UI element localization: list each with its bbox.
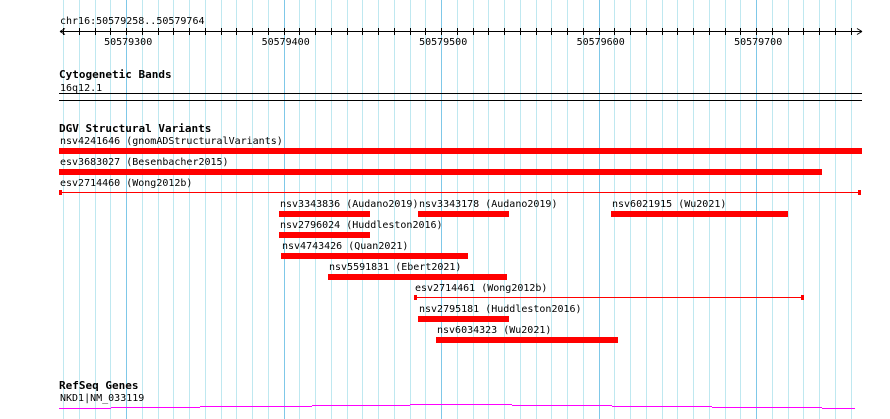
ruler-tick-label: 50579500 (419, 37, 467, 48)
gene-segment[interactable] (111, 407, 200, 408)
gene-segment[interactable] (612, 406, 712, 407)
dgv-feature[interactable]: nsv2795181 (Huddleston2016) (418, 304, 582, 322)
gene-segment[interactable] (410, 404, 512, 405)
ruler-tick-label: 50579300 (104, 37, 152, 48)
gene-segment[interactable] (512, 405, 612, 406)
dgv-feature-label: esv3683027 (Besenbacher2015) (60, 157, 229, 168)
dgv-feature-bar[interactable] (281, 253, 468, 259)
gene-segment[interactable] (712, 407, 822, 408)
dgv-feature-label: nsv5591831 (Ebert2021) (329, 262, 461, 273)
dgv-feature-label: nsv2795181 (Huddleston2016) (419, 304, 582, 315)
ruler-arrow-icon (59, 28, 863, 35)
dgv-feature-bar[interactable] (59, 148, 862, 154)
dgv-feature-start-mark (59, 190, 62, 195)
dgv-feature-bar[interactable] (436, 337, 618, 343)
ruler-tick-label: 50579400 (262, 37, 310, 48)
dgv-feature[interactable]: nsv4743426 (Quan2021) (281, 241, 468, 259)
dgv-feature-label: nsv4743426 (Quan2021) (282, 241, 408, 252)
cytoband-label[interactable]: 16q12.1 (60, 83, 102, 94)
dgv-feature-label: nsv2796024 (Huddleston2016) (280, 220, 443, 231)
ruler-tick-label: 50579600 (577, 37, 625, 48)
cytoband-line (59, 93, 862, 94)
dgv-feature[interactable]: nsv4241646 (gnomADStructuralVariants) (59, 136, 862, 154)
dgv-feature[interactable]: nsv3343178 (Audano2019) (418, 199, 557, 217)
dgv-feature-label: nsv3343836 (Audano2019) (280, 199, 418, 210)
dgv-feature-label: esv2714460 (Wong2012b) (60, 178, 192, 189)
refseq-gene-model[interactable] (59, 404, 855, 409)
cytoband-track-title: Cytogenetic Bands (59, 68, 172, 81)
dgv-feature-label: esv2714461 (Wong2012b) (415, 283, 547, 294)
refseq-track-title: RefSeq Genes (59, 379, 138, 392)
gene-segment[interactable] (822, 408, 855, 409)
dgv-feature[interactable]: esv2714460 (Wong2012b) (59, 178, 861, 195)
dgv-feature[interactable]: nsv3343836 (Audano2019) (279, 199, 418, 217)
ruler[interactable]: 50579300 50579400 50579500 50579600 50579700 (59, 28, 863, 48)
dgv-feature-label: nsv4241646 (gnomADStructuralVariants) (60, 136, 283, 147)
dgv-track-title: DGV Structural Variants (59, 122, 211, 135)
dgv-feature[interactable]: nsv6021915 (Wu2021) (611, 199, 788, 217)
dgv-feature-bar[interactable] (611, 211, 788, 217)
dgv-feature-label: nsv6034323 (Wu2021) (437, 325, 551, 336)
dgv-feature-bar[interactable] (279, 232, 370, 238)
dgv-feature-bar[interactable] (279, 211, 370, 217)
dgv-feature-bar[interactable] (418, 316, 509, 322)
dgv-feature[interactable]: nsv5591831 (Ebert2021) (328, 262, 507, 280)
dgv-feature-bar[interactable] (328, 274, 507, 280)
dgv-feature-start-mark (414, 295, 417, 300)
dgv-feature-end-mark (858, 190, 861, 195)
dgv-feature-line[interactable] (414, 297, 803, 298)
dgv-feature[interactable]: nsv2796024 (Huddleston2016) (279, 220, 443, 238)
dgv-feature-line[interactable] (59, 192, 860, 193)
gene-segment[interactable] (200, 406, 312, 407)
track-divider (59, 100, 862, 101)
gene-segment[interactable] (312, 405, 410, 406)
dgv-feature-end-mark (801, 295, 804, 300)
ruler-range-label: chr16:50579258..50579764 (60, 16, 205, 27)
grid-lines (63, 0, 852, 419)
dgv-feature-bar[interactable] (59, 169, 822, 175)
refseq-gene-label[interactable]: NKD1|NM_033119 (60, 393, 144, 404)
gene-segment[interactable] (59, 408, 111, 409)
dgv-feature[interactable]: esv2714461 (Wong2012b) (414, 283, 804, 300)
dgv-feature[interactable]: nsv6034323 (Wu2021) (436, 325, 618, 343)
dgv-feature-label: nsv3343178 (Audano2019) (419, 199, 557, 210)
dgv-features: nsv4241646 (gnomADStructuralVariants) esv… (59, 136, 862, 343)
dgv-feature-bar[interactable] (418, 211, 509, 217)
ruler-tick-label: 50579700 (734, 37, 782, 48)
dgv-feature[interactable]: esv3683027 (Besenbacher2015) (59, 157, 822, 175)
dgv-feature-label: nsv6021915 (Wu2021) (612, 199, 726, 210)
